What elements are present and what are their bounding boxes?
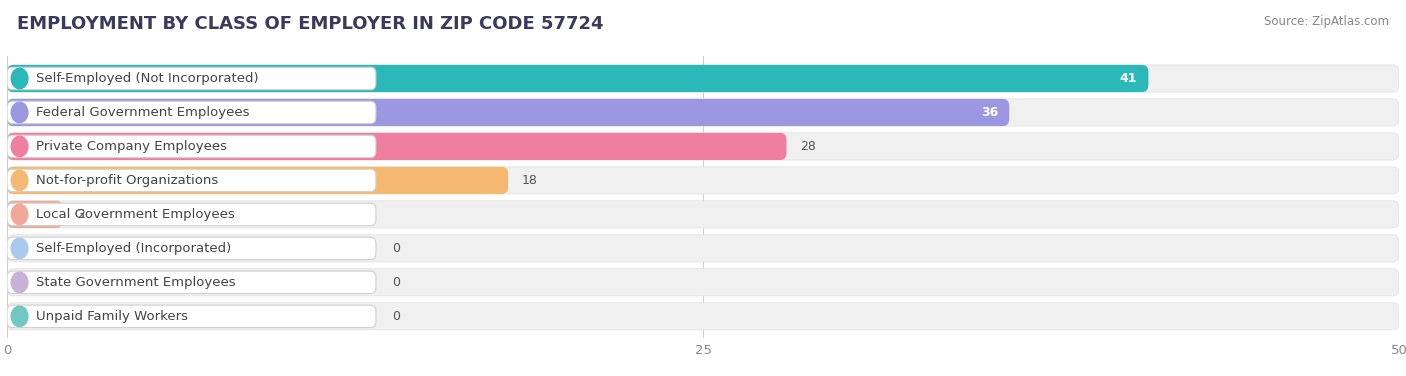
FancyBboxPatch shape xyxy=(7,65,1149,92)
FancyBboxPatch shape xyxy=(7,99,1399,126)
Text: Not-for-profit Organizations: Not-for-profit Organizations xyxy=(37,174,218,187)
Text: Source: ZipAtlas.com: Source: ZipAtlas.com xyxy=(1264,15,1389,28)
Circle shape xyxy=(11,102,28,123)
Text: Federal Government Employees: Federal Government Employees xyxy=(37,106,250,119)
Circle shape xyxy=(11,306,28,326)
Text: Local Government Employees: Local Government Employees xyxy=(37,208,235,221)
Circle shape xyxy=(11,170,28,191)
Text: Unpaid Family Workers: Unpaid Family Workers xyxy=(37,310,188,323)
FancyBboxPatch shape xyxy=(7,235,1399,262)
Text: State Government Employees: State Government Employees xyxy=(37,276,236,289)
FancyBboxPatch shape xyxy=(7,99,1010,126)
Text: 28: 28 xyxy=(800,140,817,153)
Text: EMPLOYMENT BY CLASS OF EMPLOYER IN ZIP CODE 57724: EMPLOYMENT BY CLASS OF EMPLOYER IN ZIP C… xyxy=(17,15,603,33)
FancyBboxPatch shape xyxy=(7,167,508,194)
Circle shape xyxy=(11,272,28,293)
FancyBboxPatch shape xyxy=(7,65,1399,92)
Text: Self-Employed (Incorporated): Self-Employed (Incorporated) xyxy=(37,242,232,255)
FancyBboxPatch shape xyxy=(7,133,786,160)
FancyBboxPatch shape xyxy=(7,67,375,90)
FancyBboxPatch shape xyxy=(7,303,1399,330)
Circle shape xyxy=(11,204,28,224)
FancyBboxPatch shape xyxy=(7,237,375,259)
Text: 2: 2 xyxy=(77,208,84,221)
Text: 18: 18 xyxy=(522,174,538,187)
FancyBboxPatch shape xyxy=(7,201,63,228)
FancyBboxPatch shape xyxy=(7,203,375,226)
Text: 0: 0 xyxy=(392,276,401,289)
Circle shape xyxy=(11,68,28,89)
Text: Self-Employed (Not Incorporated): Self-Employed (Not Incorporated) xyxy=(37,72,259,85)
Circle shape xyxy=(11,136,28,157)
FancyBboxPatch shape xyxy=(7,167,1399,194)
FancyBboxPatch shape xyxy=(7,133,1399,160)
Text: 0: 0 xyxy=(392,310,401,323)
FancyBboxPatch shape xyxy=(7,271,375,294)
FancyBboxPatch shape xyxy=(7,305,375,327)
Circle shape xyxy=(11,238,28,259)
FancyBboxPatch shape xyxy=(7,101,375,124)
Text: 36: 36 xyxy=(981,106,998,119)
Text: Private Company Employees: Private Company Employees xyxy=(37,140,228,153)
Text: 41: 41 xyxy=(1119,72,1137,85)
Text: 0: 0 xyxy=(392,242,401,255)
FancyBboxPatch shape xyxy=(7,135,375,158)
FancyBboxPatch shape xyxy=(7,201,1399,228)
FancyBboxPatch shape xyxy=(7,169,375,192)
FancyBboxPatch shape xyxy=(7,269,1399,296)
